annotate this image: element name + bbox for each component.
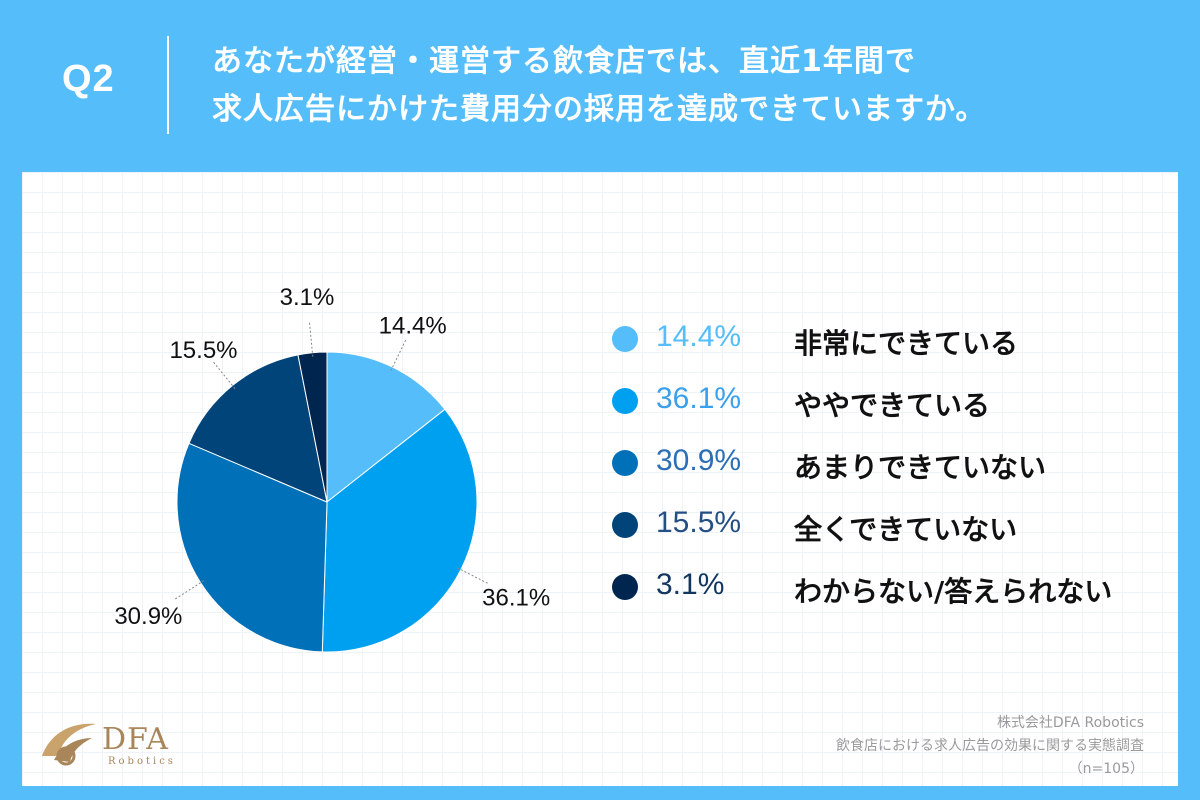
leader-line-3	[175, 580, 205, 600]
legend-value-3: 30.9%	[656, 444, 742, 477]
legend-label-2: ややできている	[794, 389, 991, 422]
credit-sample: （n=105）	[1068, 761, 1144, 777]
legend-label-3: あまりできていない	[794, 451, 1047, 484]
header-divider	[167, 36, 169, 134]
legend-item-4: 15.5% 全くできていない	[612, 506, 1172, 568]
legend-dot-4	[612, 512, 638, 538]
leader-line-4	[213, 361, 236, 389]
swoosh-logo-icon	[42, 723, 96, 766]
pie-label-5: 3.1%	[280, 284, 335, 311]
legend-item-3: 30.9% あまりできていない	[612, 444, 1172, 506]
legend-label-1: 非常にできている	[794, 327, 1019, 360]
source-credit: 株式会社DFA Robotics 飲食店における求人広告の効果に関する実態調査 …	[836, 712, 1144, 781]
chart-panel: 14.4% 36.1% 30.9% 15.5% 3.1% 14.4% 非常にできている …	[22, 172, 1178, 786]
legend-item-1: 14.4% 非常にできている	[612, 320, 1172, 382]
question-line-2: 求人広告にかけた費用分の採用を達成できていますか。	[212, 92, 987, 127]
legend-value-4: 15.5%	[656, 506, 742, 539]
legend-label-5: わからない/答えられない	[794, 575, 1113, 608]
logo-sub: Robotics	[108, 756, 176, 767]
logo-name: DFA	[102, 722, 169, 757]
legend-dot-5	[612, 574, 638, 600]
legend-item-5: 3.1% わからない/答えられない	[612, 568, 1172, 630]
pie-slice-4	[188, 354, 328, 503]
leader-line-2	[457, 567, 488, 584]
legend: 14.4% 非常にできている 36.1% ややできている 30.9% あまりでき…	[612, 320, 1172, 630]
pie-slice-3	[176, 442, 328, 653]
legend-value-2: 36.1%	[656, 382, 742, 415]
question-text: あなたが経営・運営する飲食店では、直近1年間で 求人広告にかけた費用分の採用を達…	[212, 38, 986, 134]
legend-dot-2	[612, 388, 638, 414]
pie-label-4: 15.5%	[169, 337, 237, 364]
pie-label-3: 30.9%	[114, 603, 182, 630]
pie-slice-2	[321, 408, 478, 653]
legend-value-1: 14.4%	[656, 320, 742, 353]
legend-label-4: 全くできていない	[794, 513, 1018, 546]
legend-item-2: 36.1% ややできている	[612, 382, 1172, 444]
pie-chart: 14.4% 36.1% 30.9% 15.5% 3.1%	[114, 284, 550, 653]
legend-value-5: 3.1%	[656, 568, 725, 601]
question-label: Q2	[62, 58, 115, 100]
company-logo: DFA Robotics	[36, 712, 196, 772]
pie-slice-1	[326, 351, 446, 504]
leader-line-1	[390, 339, 407, 371]
legend-dot-1	[612, 326, 638, 352]
credit-company: 株式会社DFA Robotics	[996, 715, 1144, 731]
pie-label-1: 14.4%	[379, 313, 447, 340]
legend-dot-3	[612, 450, 638, 476]
question-line-1: あなたが経営・運営する飲食店では、直近1年間で	[212, 44, 916, 79]
credit-survey: 飲食店における求人広告の効果に関する実態調査	[836, 738, 1144, 754]
pie-label-2: 36.1%	[482, 585, 550, 612]
leader-line-5	[308, 322, 314, 357]
